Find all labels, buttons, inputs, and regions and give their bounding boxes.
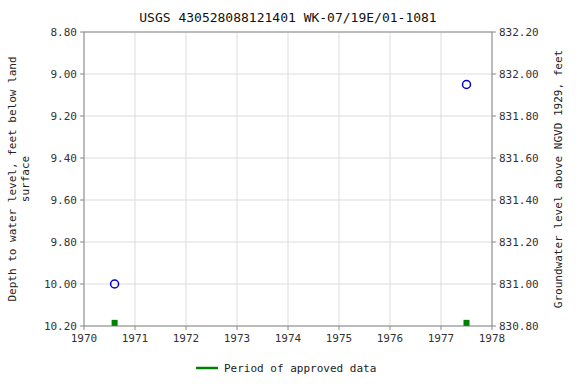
tick-x — [492, 326, 493, 330]
tick-label-y: 8.80 — [51, 26, 78, 39]
grid-line-x — [390, 32, 391, 326]
tick-label-y2: 832.00 — [499, 68, 539, 81]
tick-y2 — [492, 158, 496, 159]
tick-x — [186, 326, 187, 330]
legend-label: Period of approved data — [224, 362, 376, 375]
tick-y — [80, 284, 84, 285]
chart: 1970 1971 1972 1973 1974 1975 1976 1977 1978 8.80… — [0, 0, 576, 384]
grid-line-x — [186, 32, 187, 326]
grid-line-y — [84, 242, 492, 243]
tick-label-y2: 831.60 — [499, 152, 539, 165]
grid-line-y — [84, 74, 492, 75]
legend-swatch — [196, 367, 218, 370]
axis-label-y: Depth to water level, feet below landsur… — [6, 56, 32, 301]
tick-label-y2: 831.80 — [499, 110, 539, 123]
tick-y2 — [492, 74, 496, 75]
tick-label-x: 1971 — [122, 332, 149, 345]
tick-y — [80, 242, 84, 243]
tick-x — [339, 326, 340, 330]
tick-y2 — [492, 32, 496, 33]
tick-label-y: 9.80 — [51, 236, 78, 249]
grid — [84, 32, 492, 326]
tick-label-x: 1970 — [71, 332, 98, 345]
tick-label-y: 9.40 — [51, 152, 78, 165]
tick-y2 — [492, 200, 496, 201]
series — [111, 81, 471, 289]
grid-line-y — [84, 284, 492, 285]
marks — [111, 81, 471, 326]
tick-y — [80, 200, 84, 201]
tick-y2 — [492, 284, 496, 285]
point — [111, 280, 119, 288]
tick-x — [390, 326, 391, 330]
tick-x — [135, 326, 136, 330]
grid-line-x — [288, 32, 289, 326]
tick-label-y: 10.00 — [44, 278, 77, 291]
tick-label-y2: 831.00 — [499, 278, 539, 291]
tick-y — [80, 326, 84, 327]
tick-x — [288, 326, 289, 330]
tick-y — [80, 158, 84, 159]
grid-line-y — [84, 116, 492, 117]
tick-y2 — [492, 326, 496, 327]
tick-label-x: 1975 — [326, 332, 353, 345]
point — [463, 81, 471, 89]
tick-label-x: 1972 — [173, 332, 200, 345]
tick-label-y2: 831.20 — [499, 236, 539, 249]
tick-label-y2: 832.20 — [499, 26, 539, 39]
tick-label-y2: 830.80 — [499, 320, 539, 333]
tick-label-y: 10.20 — [44, 320, 77, 333]
tick-label-x: 1974 — [275, 332, 302, 345]
square-marker — [464, 320, 470, 326]
tick-y — [80, 116, 84, 117]
tick-label-x: 1976 — [377, 332, 404, 345]
axes: 1970 1971 1972 1973 1974 1975 1976 1977 1978 8.80… — [44, 26, 539, 345]
tick-label-y: 9.20 — [51, 110, 78, 123]
tick-x — [441, 326, 442, 330]
grid-line-x — [237, 32, 238, 326]
legend: Period of approved data — [196, 362, 376, 375]
tick-label-x: 1978 — [479, 332, 506, 345]
background — [0, 0, 576, 384]
axis-label-y2: Groundwater level above NGVD 1929, feet — [552, 50, 565, 308]
plot-frame — [84, 32, 492, 326]
tick-x — [237, 326, 238, 330]
tick-y — [80, 32, 84, 33]
grid-line-x — [339, 32, 340, 326]
tick-x — [84, 326, 85, 330]
square-marker — [112, 320, 118, 326]
title: USGS 430528088121401 WK-07/19E/01-1081 — [139, 10, 436, 25]
tick-label-y2: 831.40 — [499, 194, 539, 207]
series — [112, 320, 470, 326]
grid-line-y — [84, 200, 492, 201]
grid-line-x — [135, 32, 136, 326]
grid-line-x — [441, 32, 442, 326]
tick-label-x: 1977 — [428, 332, 455, 345]
grid-line-y — [84, 158, 492, 159]
tick-label-y: 9.60 — [51, 194, 78, 207]
tick-y2 — [492, 116, 496, 117]
tick-label-x: 1973 — [224, 332, 251, 345]
tick-y2 — [492, 242, 496, 243]
tick-y — [80, 74, 84, 75]
tick-label-y: 9.00 — [51, 68, 78, 81]
